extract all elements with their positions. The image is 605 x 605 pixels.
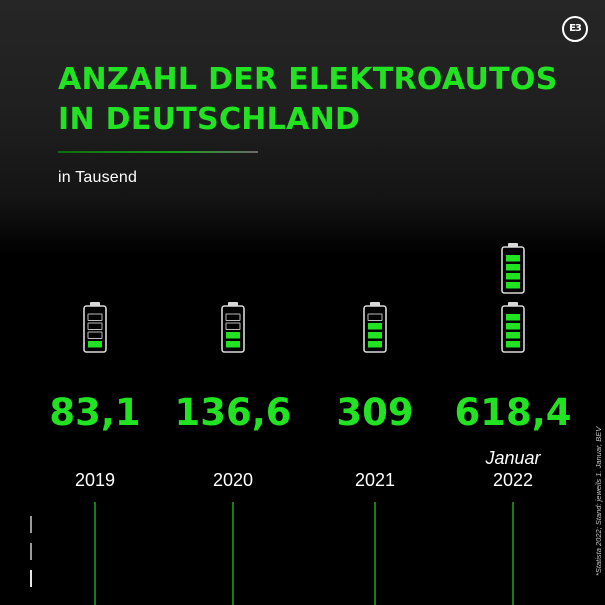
chart-title: ANZAHL DER ELEKTROAUTOS IN DEUTSCHLAND: [58, 60, 558, 140]
battery-terminal-icon: [90, 302, 100, 306]
chart-title-line-1: ANZAHL DER ELEKTROAUTOS: [58, 62, 558, 97]
battery-segment-filled: [226, 341, 240, 348]
category-label: 2020: [213, 470, 253, 490]
battery-icon: [83, 305, 107, 353]
battery-icon: [221, 305, 245, 353]
decorative-dash: [30, 516, 32, 533]
battery-icon: [501, 305, 525, 353]
category-label: 2021: [355, 470, 395, 490]
chart-title-line-2: IN DEUTSCHLAND: [58, 102, 361, 137]
category-label-month: Januar: [484, 448, 541, 468]
battery-terminal-icon: [508, 243, 518, 247]
category-label: 2022: [493, 470, 533, 490]
battery-terminal-icon: [370, 302, 380, 306]
battery-segment-empty: [225, 313, 241, 321]
battery-icon: [501, 246, 525, 294]
value-label: 136,6: [174, 391, 291, 434]
battery-terminal-icon: [508, 302, 518, 306]
battery-terminal-icon: [228, 302, 238, 306]
battery-segment-empty: [367, 313, 383, 321]
battery-segment-filled: [506, 282, 520, 289]
battery-segment-filled: [506, 314, 520, 321]
battery-segment-filled: [506, 255, 520, 262]
source-footnote: *Statista 2022; Stand: jeweils 1. Januar…: [594, 426, 603, 576]
battery-segment-filled: [368, 332, 382, 339]
battery-segment-filled: [226, 332, 240, 339]
value-label: 309: [336, 391, 413, 434]
battery-segment-filled: [506, 264, 520, 271]
value-label: 83,1: [49, 391, 140, 434]
unit-subtitle: in Tausend: [58, 169, 138, 186]
battery-segment-filled: [506, 273, 520, 280]
battery-segment-empty: [87, 313, 103, 321]
battery-segment-empty: [87, 331, 103, 339]
title-underline: [58, 151, 258, 153]
battery-segment-filled: [368, 323, 382, 330]
battery-segment-filled: [88, 341, 102, 348]
category-label: 2019: [75, 470, 115, 490]
value-label: 618,4: [454, 391, 571, 434]
battery-segment-filled: [506, 323, 520, 330]
battery-segment-filled: [368, 341, 382, 348]
battery-segment-filled: [506, 341, 520, 348]
brand-logo-icon: E3: [562, 16, 588, 42]
header-background: [0, 0, 605, 255]
battery-segment-empty: [87, 322, 103, 330]
battery-segment-empty: [225, 322, 241, 330]
battery-icon: [363, 305, 387, 353]
battery-segment-filled: [506, 332, 520, 339]
decorative-dash: [30, 570, 32, 587]
decorative-dash: [30, 543, 32, 560]
